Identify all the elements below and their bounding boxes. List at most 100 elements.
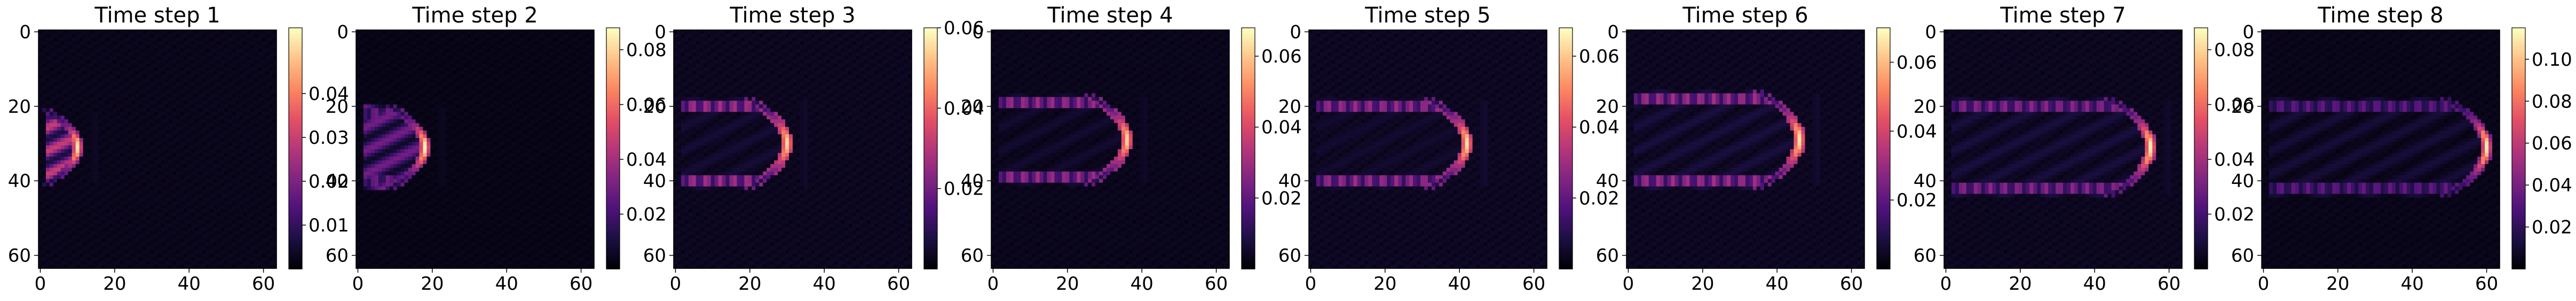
heatmap-cell [169, 179, 173, 183]
heatmap-cell [172, 112, 177, 116]
heatmap-cell [80, 209, 84, 213]
heatmap-cell [139, 175, 143, 180]
heatmap-cell [199, 172, 203, 176]
heatmap-cell [220, 190, 225, 195]
heatmap-cell [135, 157, 139, 161]
heatmap-cell [232, 194, 236, 198]
heatmap-cell [239, 67, 243, 72]
heatmap-cell [265, 212, 270, 217]
heatmap-cell [258, 205, 262, 210]
heatmap-cell [38, 175, 43, 180]
heatmap-cell [76, 187, 80, 191]
heatmap-cell [235, 127, 240, 131]
heatmap-cell [224, 108, 228, 112]
heatmap-cell [161, 34, 165, 38]
heatmap-cell [199, 212, 203, 217]
heatmap-cell [265, 93, 270, 97]
heatmap-cell [265, 90, 270, 94]
heatmap-cell [235, 97, 240, 101]
heatmap-cell [91, 149, 95, 153]
heatmap-cell [224, 60, 228, 64]
heatmap-cell [135, 179, 139, 183]
heatmap-cell [199, 127, 203, 131]
heatmap-cell [157, 101, 162, 105]
heatmap-cell [169, 194, 173, 198]
heatmap-cell [120, 212, 124, 217]
heatmap-cell [210, 97, 214, 101]
heatmap-cell [91, 220, 95, 224]
heatmap-cell [157, 67, 162, 72]
heatmap-cell [124, 194, 128, 198]
heatmap-cell [154, 108, 158, 112]
heatmap-cell [65, 149, 69, 153]
heatmap-cell [50, 52, 54, 57]
heatmap-cell [161, 198, 165, 202]
heatmap-cell [176, 71, 180, 75]
heatmap-cell [139, 49, 143, 53]
heatmap-cell [254, 101, 258, 105]
heatmap-cell [217, 104, 222, 109]
heatmap-cell [169, 142, 173, 146]
heatmap-cell [57, 209, 61, 213]
heatmap-cell [105, 41, 109, 45]
heatmap-cell [83, 153, 88, 157]
heatmap-cell [105, 183, 109, 187]
heatmap-cell [61, 112, 65, 116]
heatmap-cell [46, 198, 50, 202]
heatmap-cell [128, 119, 132, 124]
heatmap-cell [83, 164, 88, 168]
heatmap-cell [65, 160, 69, 165]
heatmap-cell [116, 64, 121, 68]
heatmap-cell [46, 108, 50, 112]
heatmap-cell [199, 205, 203, 210]
heatmap-cell [131, 119, 136, 124]
heatmap-cell [80, 115, 84, 120]
heatmap-cell [101, 212, 106, 217]
heatmap-cell [247, 49, 251, 53]
heatmap-cell [113, 97, 117, 101]
heatmap-cell [202, 60, 207, 64]
heatmap-cell [80, 175, 84, 180]
heatmap-cell [101, 101, 106, 105]
heatmap-cell [150, 104, 154, 109]
heatmap-cell [135, 145, 139, 150]
heatmap-cell [135, 60, 139, 64]
heatmap-cell [50, 60, 54, 64]
heatmap-cell [120, 60, 124, 64]
heatmap-cell [135, 112, 139, 116]
heatmap-cell [57, 142, 61, 146]
heatmap-cell [109, 93, 113, 97]
heatmap-cell [265, 187, 270, 191]
heatmap-cell [239, 119, 243, 124]
heatmap-cell [131, 60, 136, 64]
heatmap-cell [80, 64, 84, 68]
heatmap-cell [38, 30, 43, 34]
heatmap-cell [68, 175, 73, 180]
heatmap-cell [247, 216, 251, 220]
heatmap-cell [224, 112, 228, 116]
heatmap-cell [42, 37, 46, 42]
heatmap-cell [224, 205, 228, 210]
heatmap-cell [157, 216, 162, 220]
heatmap-cell [235, 149, 240, 153]
heatmap-cell [50, 71, 54, 75]
heatmap-cell [161, 123, 165, 127]
heatmap-cell [68, 190, 73, 195]
heatmap-cell [235, 138, 240, 142]
heatmap-cell [131, 112, 136, 116]
heatmap-cell [46, 60, 50, 64]
heatmap-cell [172, 75, 177, 79]
heatmap-cell [157, 104, 162, 109]
heatmap-cell [139, 172, 143, 176]
heatmap-cell [72, 183, 76, 187]
heatmap-cell [214, 153, 218, 157]
heatmap-cell [91, 119, 95, 124]
heatmap-cell [87, 86, 91, 90]
heatmap-cell [210, 179, 214, 183]
heatmap-cell [139, 134, 143, 138]
heatmap-cell [184, 45, 188, 49]
heatmap-cell [150, 168, 154, 172]
heatmap-cell [180, 86, 184, 90]
heatmap-cell [202, 119, 207, 124]
heatmap-cell [180, 104, 184, 109]
